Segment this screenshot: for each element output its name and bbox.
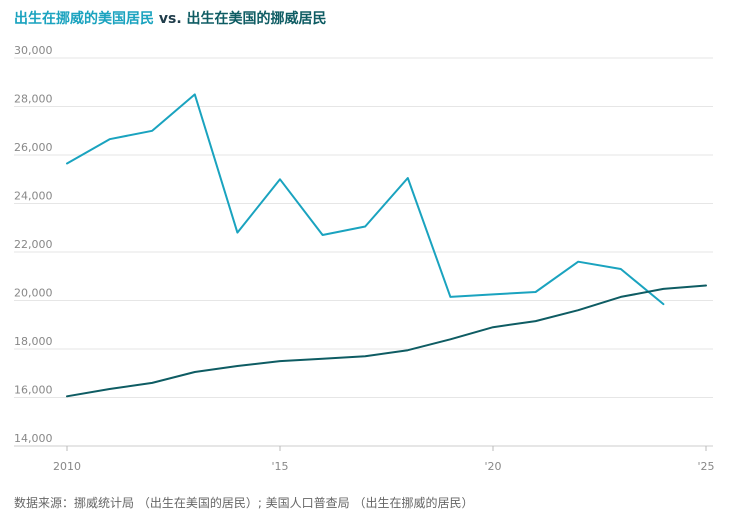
title-vs: vs. xyxy=(154,11,187,27)
y-tick-label: 22,000 xyxy=(14,238,53,251)
data-point-series-a[interactable] xyxy=(660,301,666,307)
data-point-series-a[interactable] xyxy=(490,291,496,297)
data-point-series-a[interactable] xyxy=(618,266,624,272)
data-point-series-b[interactable] xyxy=(490,324,496,330)
chart-title: 出生在挪威的美国居民 vs. 出生在美国的挪威居民 xyxy=(14,8,327,28)
x-tick-label: '25 xyxy=(697,460,714,473)
title-series-b: 出生在美国的挪威居民 xyxy=(186,11,327,27)
data-point-series-b[interactable] xyxy=(660,286,666,292)
data-point-series-b[interactable] xyxy=(362,353,368,359)
data-point-series-b[interactable] xyxy=(405,347,411,353)
data-point-series-a[interactable] xyxy=(192,91,198,97)
x-axis: 2010 '15 '20 '25 xyxy=(53,446,715,473)
data-point-series-a[interactable] xyxy=(149,128,155,134)
data-point-series-a[interactable] xyxy=(533,289,539,295)
series-line-series-a xyxy=(66,93,665,306)
data-point-series-a[interactable] xyxy=(234,230,240,236)
y-tick-label: 26,000 xyxy=(14,141,53,154)
data-point-series-a[interactable] xyxy=(320,232,326,238)
data-point-series-b[interactable] xyxy=(234,363,240,369)
y-tick-label: 30,000 xyxy=(14,44,53,57)
data-point-series-b[interactable] xyxy=(149,380,155,386)
data-point-series-a[interactable] xyxy=(362,224,368,230)
x-tick-label: '15 xyxy=(271,460,288,473)
series-line-series-b xyxy=(66,284,707,398)
data-point-series-b[interactable] xyxy=(320,356,326,362)
data-point-series-b[interactable] xyxy=(277,358,283,364)
data-point-series-b[interactable] xyxy=(447,336,453,342)
data-point-series-a[interactable] xyxy=(447,294,453,300)
series-layer xyxy=(64,91,709,399)
data-point-series-a[interactable] xyxy=(405,175,411,181)
x-tick-label: 2010 xyxy=(53,460,81,473)
data-point-series-b[interactable] xyxy=(703,282,709,288)
data-point-series-a[interactable] xyxy=(107,136,113,142)
data-point-series-b[interactable] xyxy=(107,386,113,392)
y-tick-label: 16,000 xyxy=(14,384,53,397)
data-point-series-a[interactable] xyxy=(277,176,283,182)
grid-layer: 14,000 16,000 18,000 20,000 22,000 24,000 26,0… xyxy=(14,44,713,447)
y-tick-label: 18,000 xyxy=(14,335,53,348)
data-point-series-b[interactable] xyxy=(575,307,581,313)
data-point-series-a[interactable] xyxy=(575,259,581,265)
y-tick-label: 28,000 xyxy=(14,93,53,106)
data-point-series-b[interactable] xyxy=(192,369,198,375)
x-tick-label: '20 xyxy=(484,460,501,473)
y-tick-label: 14,000 xyxy=(14,432,53,445)
y-tick-label: 24,000 xyxy=(14,190,53,203)
data-point-series-b[interactable] xyxy=(618,294,624,300)
data-point-series-b[interactable] xyxy=(64,393,70,399)
title-series-a: 出生在挪威的美国居民 xyxy=(14,11,154,27)
source-note: 数据来源：挪威统计局 （出生在美国的居民）; 美国人口普查局 （出生在挪威的居民… xyxy=(14,496,474,510)
data-point-series-b[interactable] xyxy=(533,318,539,324)
data-point-series-a[interactable] xyxy=(64,160,70,166)
y-tick-label: 20,000 xyxy=(14,287,53,300)
